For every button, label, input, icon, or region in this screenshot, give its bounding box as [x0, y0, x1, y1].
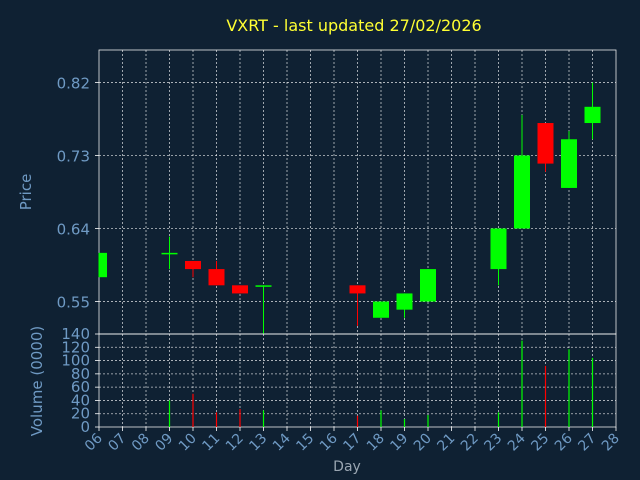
candle-24: [514, 114, 530, 229]
x-tick-label: 18: [364, 431, 388, 455]
volume-tick-label: 40: [71, 391, 90, 409]
candle-26: [561, 131, 577, 188]
volume-tick-label: 140: [61, 325, 90, 343]
x-tick-label: 10: [176, 431, 200, 455]
volume-tick-label: 0: [80, 418, 90, 436]
price-tick-label: 0.82: [57, 74, 90, 92]
candle-body: [373, 301, 389, 318]
candle-23: [490, 228, 507, 286]
candle-body: [537, 123, 554, 164]
price-tick-label: 0.64: [57, 221, 90, 239]
x-tick-label: 07: [105, 431, 129, 455]
x-tick-label: 12: [223, 431, 247, 455]
x-tick-label: 17: [340, 431, 364, 455]
candle-body: [99, 252, 107, 278]
volume-tick-label: 80: [71, 365, 90, 383]
x-tick-label: 27: [575, 431, 599, 455]
candle-11: [208, 260, 225, 286]
x-tick-label: 14: [270, 430, 294, 454]
volume-panel: 06 07 08 09 10 11 12 13 14 15 16 17 18 19 20 21 22 23 24 25…: [61, 325, 622, 454]
price-axis-label: Price: [17, 174, 35, 211]
candle-body: [396, 293, 413, 310]
volume-tick-label: 100: [61, 352, 90, 370]
candle-body: [490, 228, 507, 270]
x-tick-label: 21: [434, 431, 458, 455]
price-panel: 0.55 0.64 0.73 0.82: [57, 49, 617, 335]
candle-body: [185, 260, 201, 270]
candle-body: [420, 269, 436, 302]
candle-19: [396, 293, 413, 318]
x-tick-label: 26: [552, 430, 576, 454]
candle-body: [208, 269, 225, 286]
x-tick-label: 08: [129, 431, 153, 455]
x-tick-label: 22: [458, 431, 482, 455]
x-tick-label: 23: [481, 431, 505, 455]
candle-09: [161, 236, 178, 270]
candle-20: [420, 269, 436, 302]
x-tick-label: 09: [152, 431, 176, 455]
volume-tick-label: 60: [71, 378, 90, 396]
candle-body: [232, 285, 248, 294]
x-tick-label: 24: [505, 430, 529, 454]
x-tick-label: 16: [317, 430, 341, 454]
chart-title: VXRT - last updated 27/02/2026: [226, 16, 481, 35]
candle-body: [255, 285, 272, 287]
candle-27: [584, 82, 601, 140]
x-tick-label: 11: [199, 431, 223, 455]
candle-body: [161, 252, 178, 255]
price-tick-label: 0.73: [57, 147, 90, 165]
price-tick-label: 0.55: [57, 294, 90, 312]
candle-10: [185, 260, 201, 278]
candle-body: [561, 139, 577, 188]
candle-25: [537, 123, 554, 172]
candle-body: [514, 155, 530, 229]
x-axis-label: Day: [333, 459, 361, 475]
x-tick-label: 20: [411, 431, 435, 455]
x-tick-label: 28: [599, 431, 623, 455]
x-tick-label: 19: [387, 431, 411, 455]
candle-17: [349, 285, 366, 326]
candle-06: [98, 252, 107, 278]
candle-body: [349, 285, 366, 294]
volume-tick-label: 120: [61, 338, 90, 356]
candle-18: [373, 301, 389, 318]
volume-tick-label: 20: [71, 405, 90, 423]
x-tick-label: 25: [528, 431, 552, 455]
x-tick-label: 15: [293, 431, 317, 455]
candle-12: [232, 285, 248, 294]
volume-axis-label: Volume (0000): [28, 326, 46, 436]
candle-13: [255, 285, 272, 334]
candle-body: [584, 106, 601, 124]
x-tick-label: 13: [246, 431, 270, 455]
